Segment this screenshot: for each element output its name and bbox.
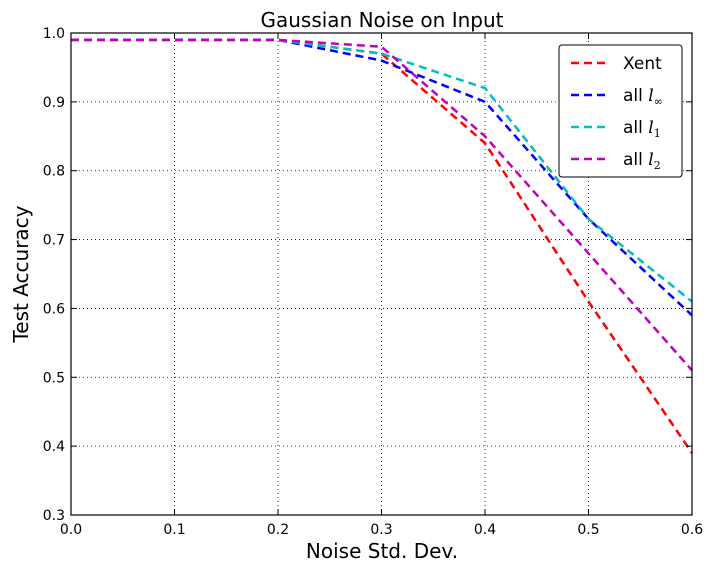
series-lines (71, 38, 694, 454)
y-tick-label: 0.8 (43, 164, 65, 180)
legend-label: all l∞ (623, 86, 663, 108)
y-tick-label: 0.6 (43, 301, 65, 317)
legend: Xent all l∞ all l1 all l2 (558, 44, 683, 178)
x-tick-label: 0.6 (681, 522, 703, 538)
x-tick-label: 0.1 (163, 522, 185, 538)
legend-box (558, 44, 683, 178)
x-axis-title: Noise Std. Dev. (306, 539, 458, 563)
y-tick-label: 0.7 (43, 233, 65, 249)
legend-label: Xent (623, 54, 662, 74)
series-line-3 (71, 38, 693, 372)
series-line-2 (71, 38, 693, 303)
y-tick-label: 0.5 (43, 370, 65, 386)
chart-title: Gaussian Noise on Input (260, 8, 503, 32)
y-tick-label: 1.0 (43, 26, 65, 42)
x-tick-label: 0.4 (474, 522, 496, 538)
y-tick-label: 0.3 (43, 508, 65, 524)
series-line-0 (71, 38, 694, 454)
series-line-1 (71, 38, 693, 317)
y-tick-label: 0.4 (43, 439, 65, 455)
x-tick-label: 0.5 (577, 522, 599, 538)
legend-label: all l2 (623, 150, 661, 172)
x-tick-label: 0.2 (267, 522, 289, 538)
y-axis-title: Test Accuracy (9, 205, 33, 343)
tick-marks (70, 32, 693, 516)
x-tick-labels: 0.0 0.1 0.2 0.3 0.4 0.5 0.6 (60, 522, 703, 538)
y-tick-labels: 0.3 0.4 0.5 0.6 0.7 0.8 0.9 1.0 (43, 26, 65, 524)
grid-lines (71, 33, 692, 515)
y-tick-label: 0.9 (43, 95, 65, 111)
legend-label: all l1 (623, 118, 661, 140)
x-tick-label: 0.0 (60, 522, 82, 538)
x-tick-label: 0.3 (370, 522, 392, 538)
